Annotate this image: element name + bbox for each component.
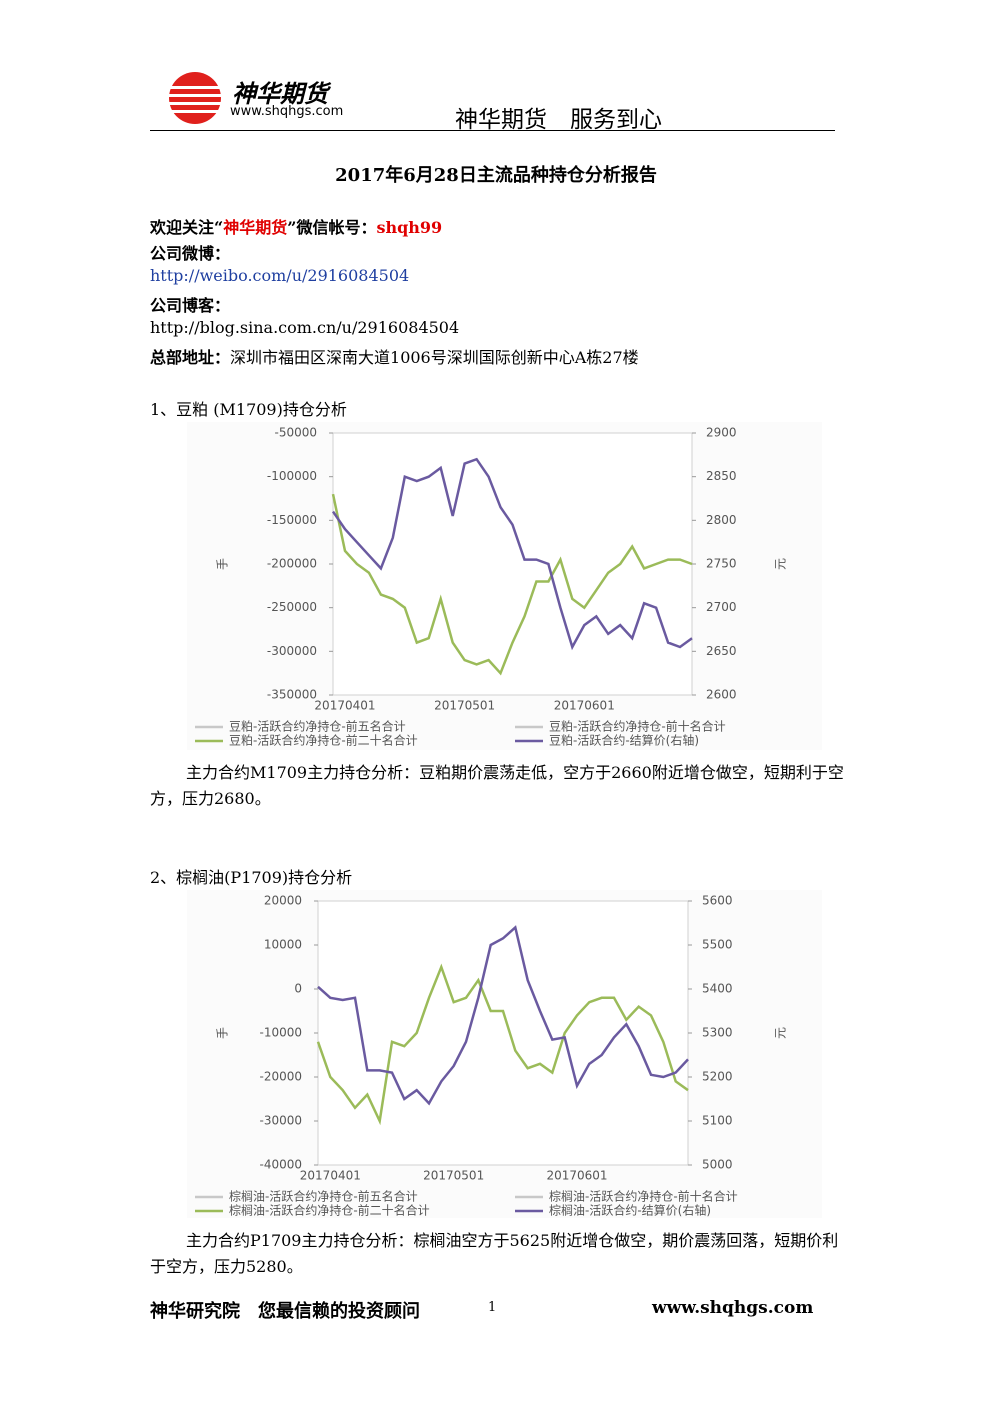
x-tick-label: 20170601 xyxy=(554,699,615,713)
series-line xyxy=(331,457,693,651)
section-heading: 2、棕榈油(P1709)持仓分析 xyxy=(150,868,353,887)
y2-tick-label: 2900 xyxy=(706,426,737,440)
y-tick-label: -30000 xyxy=(259,1114,302,1128)
address-line: 总部地址：深圳市福田区深南大道1006号深圳国际创新中心A栋27楼 xyxy=(150,344,639,368)
footer-left: 神华研究院 您最信赖的投资顾问 xyxy=(150,1301,420,1322)
x-tick-label: 20170401 xyxy=(314,699,375,713)
y2-axis-title: 元 xyxy=(774,558,788,570)
y2-tick-label: 2600 xyxy=(706,688,737,702)
series-line xyxy=(317,925,689,1106)
y2-tick-label: 5600 xyxy=(702,894,733,908)
x-tick-label: 20170501 xyxy=(423,1169,484,1183)
y2-tick-label: 2650 xyxy=(706,644,737,658)
y-tick-label: -40000 xyxy=(259,1158,302,1172)
series-line xyxy=(331,493,693,676)
legend-label: 豆粕-活跃合约净持仓-前五名合计 xyxy=(229,719,406,734)
y-tick-label: -350000 xyxy=(267,688,317,702)
y-tick-label: -200000 xyxy=(267,557,317,571)
weibo-link[interactable]: http://weibo.com/u/2916084504 xyxy=(150,266,410,285)
x-tick-label: 20170501 xyxy=(434,699,495,713)
y-axis-title: 手 xyxy=(216,1027,230,1039)
legend-label: 豆粕-活跃合约-结算价(右轴) xyxy=(549,733,699,748)
y-tick-label: 0 xyxy=(294,982,302,996)
x-tick-label: 20170401 xyxy=(300,1169,361,1183)
y-tick-label: -150000 xyxy=(267,513,317,527)
weibo-label: 公司微博： xyxy=(150,244,231,263)
y2-tick-label: 5500 xyxy=(702,938,733,952)
legend-label: 豆粕-活跃合约净持仓-前十名合计 xyxy=(549,719,726,734)
report-title: 2017年6月28日主流品种持仓分析报告 xyxy=(335,165,657,186)
legend-label: 豆粕-活跃合约净持仓-前二十名合计 xyxy=(229,733,418,748)
plot-area xyxy=(332,432,693,696)
section-text: 主力合约M1709主力持仓分析：豆粕期价震荡走低，空方于2660附近增仓做空，短… xyxy=(150,763,844,808)
logo-url: www.shqhgs.com xyxy=(230,104,344,119)
blog-label: 公司博客： xyxy=(150,296,231,315)
logo-mark xyxy=(166,72,226,124)
series-line xyxy=(316,963,689,1126)
y2-axis-title: 元 xyxy=(774,1027,788,1039)
logo-name: 神华期货 xyxy=(232,80,328,108)
chart: 20000 10000 0 -10000 -20000 -30000 -40000 5600 5… xyxy=(187,890,822,1218)
blog-url: http://blog.sina.com.cn/u/2916084504 xyxy=(150,318,460,337)
legend-label: 棕榈油-活跃合约-结算价(右轴) xyxy=(549,1203,711,1218)
y2-tick-label: 5400 xyxy=(702,982,733,996)
y2-tick-label: 5000 xyxy=(702,1158,733,1172)
page-number: 1 xyxy=(488,1300,497,1315)
y-tick-label: -20000 xyxy=(259,1070,302,1084)
y2-tick-label: 2750 xyxy=(706,557,737,571)
section-text: 主力合约P1709主力持仓分析：棕榈油空方于5625附近增仓做空，期价震荡回落，… xyxy=(150,1231,839,1276)
wechat-line: 欢迎关注“神华期货”微信帐号：shqh99 xyxy=(150,214,442,238)
legend-label: 棕榈油-活跃合约净持仓-前二十名合计 xyxy=(229,1203,430,1218)
text: ”微信帐号： xyxy=(287,218,377,237)
y2-tick-label: 5100 xyxy=(702,1114,733,1128)
text: 总部地址： xyxy=(150,348,231,367)
slogan: 神华期货 服务到心 xyxy=(455,107,662,133)
text: 深圳市福田区深南大道1006号深圳国际创新中心A栋27楼 xyxy=(230,348,639,367)
legend-label: 棕榈油-活跃合约净持仓-前十名合计 xyxy=(549,1189,738,1204)
legend-label: 棕榈油-活跃合约净持仓-前五名合计 xyxy=(229,1189,418,1204)
y2-tick-label: 5300 xyxy=(702,1026,733,1040)
x-tick-label: 20170601 xyxy=(546,1169,607,1183)
y-tick-label: -100000 xyxy=(267,469,317,483)
y-tick-label: -10000 xyxy=(259,1026,302,1040)
y2-tick-label: 5200 xyxy=(702,1070,733,1084)
y-axis-title: 手 xyxy=(216,558,230,570)
chart: -50000 -100000 -150000 -200000 -250000 -30000… xyxy=(187,422,822,750)
text: 欢迎关注“ xyxy=(150,218,224,237)
y-tick-label: -300000 xyxy=(267,644,317,658)
footer-right: www.shqhgs.com xyxy=(652,1298,814,1318)
y2-tick-label: 2700 xyxy=(706,600,737,614)
text: 神华期货 xyxy=(223,218,288,237)
y-tick-label: 20000 xyxy=(264,894,302,908)
text: shqh99 xyxy=(376,218,443,237)
y2-tick-label: 2850 xyxy=(706,469,737,483)
header-rule xyxy=(150,130,835,131)
section-heading: 1、豆粕 (M1709)持仓分析 xyxy=(150,400,347,419)
y2-tick-label: 2800 xyxy=(706,513,737,527)
y-tick-label: 10000 xyxy=(264,938,302,952)
y-tick-label: -50000 xyxy=(274,426,317,440)
y-tick-label: -250000 xyxy=(267,600,317,614)
